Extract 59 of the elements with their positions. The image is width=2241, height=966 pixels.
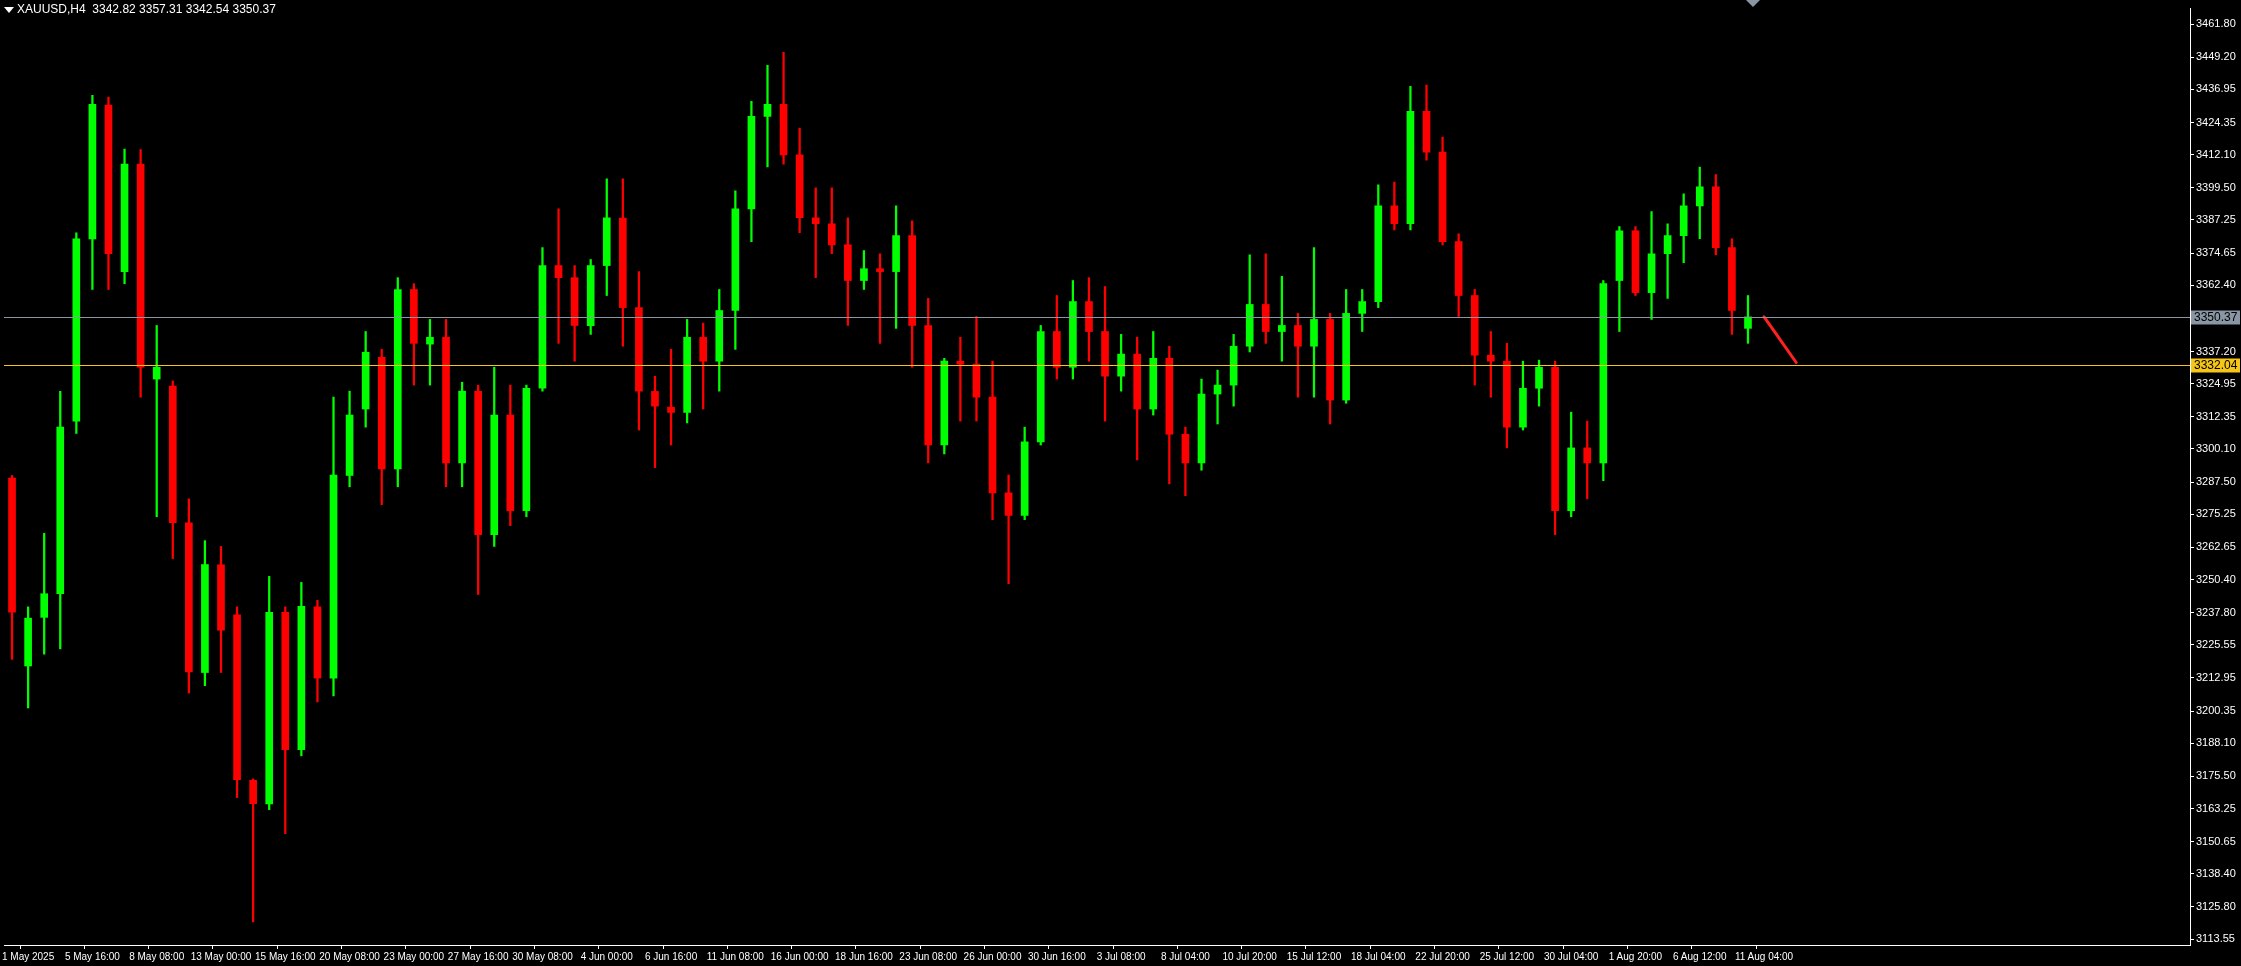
x-tick-label: 8 Jul 04:00 [1160, 950, 1211, 962]
x-tick-label: 8 May 08:00 [129, 950, 185, 962]
x-tick-label: 1 Aug 20:00 [1608, 950, 1663, 962]
y-tick-label: 3412.10 [2196, 147, 2236, 160]
x-tick-label: 30 Jun 16:00 [1027, 950, 1087, 962]
y-tick-label: 3163.25 [2196, 801, 2236, 814]
y-tick-label: 3125.80 [2196, 899, 2236, 912]
y-tick-label: 3188.10 [2196, 736, 2236, 749]
x-tick-label: 20 May 08:00 [319, 950, 381, 962]
y-tick-label: 3436.95 [2196, 82, 2236, 95]
ref-line-label: 3332.04 [2194, 358, 2238, 373]
y-tick-label: 3237.80 [2196, 605, 2236, 618]
y-tick-label: 3449.20 [2196, 50, 2236, 63]
x-tick-label: 18 Jun 16:00 [835, 950, 894, 962]
x-tick-label: 4 Jun 00:00 [580, 950, 634, 962]
y-tick-label: 3300.10 [2196, 441, 2236, 454]
x-tick-label: 13 May 00:00 [190, 950, 252, 962]
y-tick-label: 3424.35 [2196, 115, 2236, 128]
y-tick-label: 3113.55 [2196, 932, 2235, 945]
x-tick-label: 3 Jul 08:00 [1096, 950, 1147, 962]
y-tick-label: 3399.50 [2196, 180, 2236, 193]
x-tick-label: 15 May 16:00 [254, 950, 317, 962]
y-tick-label: 3312.35 [2196, 409, 2236, 422]
x-tick-label: 15 Jul 12:00 [1286, 950, 1342, 962]
y-tick-label: 3262.65 [2196, 540, 2236, 553]
y-tick-label: 3387.25 [2196, 213, 2236, 225]
y-tick-label: 3212.95 [2196, 670, 2236, 683]
y-tick-label: 3225.55 [2196, 637, 2236, 650]
x-tick-label: 6 Aug 12:00 [1673, 950, 1727, 962]
y-tick-label: 3175.50 [2196, 769, 2236, 782]
ref-line-label: 3350.37 [2194, 310, 2238, 325]
x-tick-label: 30 Jul 04:00 [1543, 950, 1599, 962]
y-tick-label: 3362.40 [2196, 278, 2236, 291]
x-tick-label: 30 May 08:00 [512, 950, 574, 962]
y-tick-label: 3250.40 [2196, 572, 2236, 585]
x-tick-label: 11 Jun 08:00 [706, 950, 765, 962]
x-tick-label: 11 Aug 04:00 [1734, 950, 1794, 962]
x-tick-label: 18 Jul 04:00 [1351, 950, 1406, 962]
x-tick-label: 16 Jun 00:00 [770, 950, 829, 962]
x-tick-label: 23 May 00:00 [383, 950, 445, 962]
y-tick-label: 3200.35 [2196, 704, 2236, 717]
x-tick-label: 10 Jul 20:00 [1222, 950, 1278, 962]
x-tick-label: 27 May 16:00 [447, 950, 509, 962]
x-tick-label: 5 May 16:00 [64, 950, 121, 962]
y-tick-label: 3324.95 [2196, 376, 2236, 389]
x-tick-label: 22 Jul 20:00 [1415, 950, 1471, 962]
y-tick-label: 3461.80 [2196, 17, 2236, 30]
x-tick-label: 6 Jun 16:00 [644, 950, 698, 962]
x-tick-label: 25 Jul 12:00 [1479, 950, 1535, 962]
y-tick-label: 3287.50 [2196, 475, 2236, 488]
y-tick-label: 3374.65 [2196, 246, 2236, 259]
x-tick-label: 26 Jun 00:00 [963, 950, 1022, 962]
y-tick-label: 3337.20 [2196, 344, 2236, 357]
x-tick-label: 1 May 2025 [1, 950, 55, 962]
y-tick-label: 3150.65 [2196, 834, 2236, 847]
y-tick-label: 3138.40 [2196, 866, 2236, 879]
y-tick-label: 3275.25 [2196, 507, 2236, 520]
chart-title: XAUUSD,H4 3342.82 3357.31 3342.54 3350.37 [17, 2, 276, 16]
x-tick-label: 23 Jun 08:00 [899, 950, 958, 962]
